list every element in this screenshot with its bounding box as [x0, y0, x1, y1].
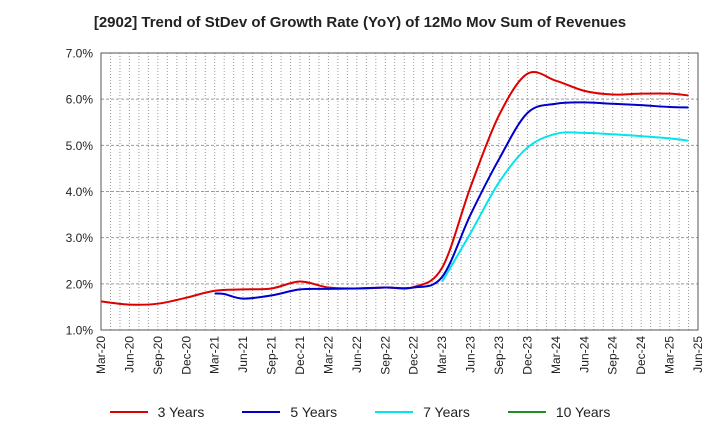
- legend-swatch: [242, 411, 281, 413]
- y-tick-label: 5.0%: [66, 139, 94, 153]
- legend-swatch: [375, 411, 414, 413]
- x-tick-label: Dec-24: [634, 336, 648, 375]
- y-tick-label: 4.0%: [66, 185, 94, 199]
- legend-item-7-years: 7 Years: [375, 404, 470, 420]
- x-tick-label: Dec-22: [407, 336, 421, 375]
- x-tick-label: Jun-24: [577, 336, 591, 373]
- x-tick-label: Jun-21: [236, 336, 250, 373]
- y-tick-label: 6.0%: [66, 93, 94, 107]
- legend: 3 Years 5 Years 7 Years 10 Years: [0, 404, 720, 420]
- x-tick-label: Sep-23: [492, 336, 506, 375]
- legend-item-3-years: 3 Years: [109, 404, 205, 420]
- x-tick-label: Sep-20: [151, 336, 165, 375]
- x-tick-label: Jun-23: [464, 336, 478, 373]
- legend-swatch: [507, 411, 546, 413]
- x-tick-label: Sep-24: [606, 336, 620, 375]
- legend-swatch: [109, 411, 148, 413]
- x-tick-label: Dec-21: [293, 336, 307, 375]
- legend-label: 10 Years: [555, 404, 611, 420]
- legend-item-5-years: 5 Years: [242, 404, 337, 420]
- x-tick-label: Dec-23: [520, 336, 534, 375]
- x-tick-label: Mar-21: [208, 336, 222, 374]
- legend-label: 5 Years: [290, 404, 338, 420]
- x-tick-label: Jun-22: [350, 336, 364, 373]
- legend-label: 7 Years: [423, 404, 470, 420]
- x-tick-label: Mar-24: [549, 336, 563, 374]
- y-tick-label: 3.0%: [66, 231, 94, 245]
- x-tick-label: Jun-25: [691, 336, 705, 373]
- legend-item-10-years: 10 Years: [507, 404, 611, 420]
- x-tick-label: Mar-23: [435, 336, 449, 374]
- y-tick-label: 1.0%: [66, 324, 94, 338]
- x-tick-label: Jun-20: [122, 336, 136, 373]
- series-line-5-years: [214, 101, 689, 300]
- y-tick-label: 2.0%: [66, 277, 94, 291]
- x-tick-label: Mar-22: [321, 336, 335, 374]
- x-tick-label: Sep-22: [378, 336, 392, 375]
- x-tick-label: Mar-25: [663, 336, 677, 374]
- series-line-7-years: [441, 131, 689, 283]
- plot-frame: [100, 52, 699, 331]
- x-tick-label: Dec-20: [179, 336, 193, 375]
- x-tick-label: Mar-20: [94, 336, 108, 374]
- chart-title: [2902] Trend of StDev of Growth Rate (Yo…: [93, 14, 627, 31]
- y-tick-label: 7.0%: [66, 47, 94, 61]
- x-tick-label: Sep-21: [265, 336, 279, 375]
- legend-label: 3 Years: [157, 404, 205, 420]
